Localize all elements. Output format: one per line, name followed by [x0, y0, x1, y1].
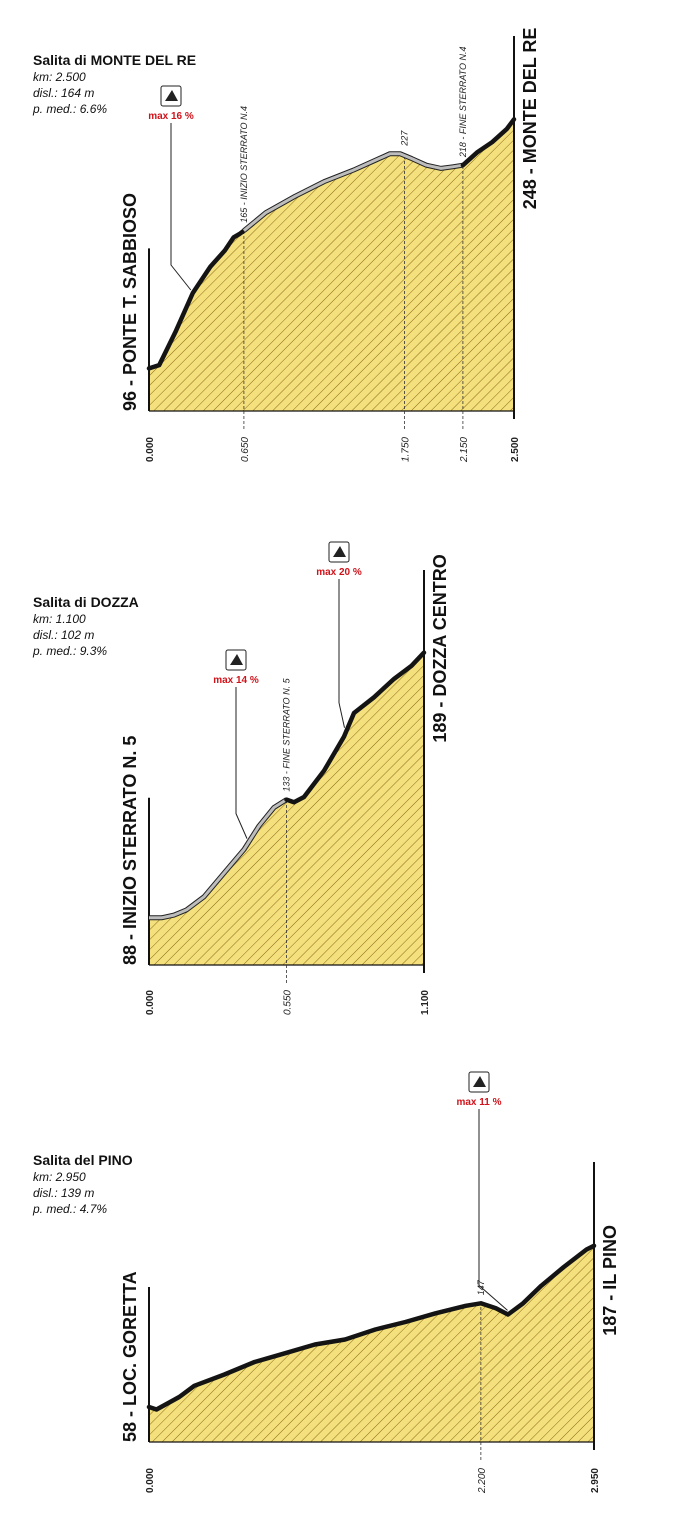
climb-info-monte-del-re: Salita di MONTE DEL RE km: 2.500 disl.: …: [33, 52, 196, 117]
x-tick-label: 0.000: [145, 1468, 156, 1493]
climb-title: Salita di MONTE DEL RE: [33, 52, 197, 68]
start-place-label: 58 - LOC. GORETTA: [120, 1271, 140, 1442]
climb-average-gradient: p. med.: 4.7%: [33, 1202, 108, 1216]
profile-line-paved: [146, 228, 247, 371]
gradient-triangle-icon: [230, 654, 243, 665]
marker-label: 218 - FINE STERRATO N.4: [458, 46, 468, 158]
x-tick-label: 2.950: [590, 1468, 601, 1493]
climb-average-gradient: p. med.: 9.3%: [33, 644, 108, 658]
elevation-area: [149, 119, 514, 412]
max-gradient-label: max 11 %: [456, 1097, 501, 1108]
climb-distance: km: 2.950: [33, 1170, 86, 1184]
climb-average-gradient: p. med.: 6.6%: [33, 102, 108, 116]
gradient-triangle-icon: [165, 90, 178, 101]
callout-leader-line: [235, 687, 248, 839]
climb-distance: km: 2.500: [33, 70, 86, 84]
elevation-profile-chart: 0.000 0.650 1.750 2.150 2.500 165 - INIZIO ST…: [120, 28, 540, 463]
profile-line-unpaved: [149, 798, 288, 920]
x-tick-label: 0.650: [240, 437, 251, 462]
x-tick-label: 0.000: [145, 990, 156, 1015]
x-tick-label: 2.200: [477, 1468, 488, 1494]
climb-elevation-gain: disl.: 139 m: [33, 1186, 95, 1200]
max-gradient-label: max 14 %: [213, 675, 259, 686]
x-tick-label: 0.000: [145, 437, 156, 462]
callout-leader-line: [338, 579, 345, 728]
x-tick-label: 0.550: [283, 990, 294, 1015]
max-gradient-callout: max 11 %: [456, 1071, 508, 1311]
end-place-label: 189 - DOZZA CENTRO: [430, 554, 450, 742]
profile-line-paved: [146, 1243, 597, 1412]
climb-elevation-gain: disl.: 164 m: [33, 86, 95, 100]
gradient-triangle-icon: [473, 1076, 486, 1087]
climb-title: Salita del PINO: [33, 1152, 133, 1168]
marker-label: 227: [400, 130, 410, 147]
profile-line-paved: [284, 650, 427, 805]
end-place-label: 187 - IL PINO: [600, 1225, 620, 1336]
max-gradient-label: max 20 %: [316, 567, 362, 578]
elevation-area: [149, 1245, 594, 1442]
max-gradient-callout: max 14 %: [213, 649, 259, 839]
max-gradient-callout: max 16 %: [148, 85, 194, 291]
gradient-triangle-icon: [333, 546, 346, 557]
profile-line-unpaved: [242, 152, 464, 232]
profile-line-paved: [460, 117, 517, 168]
climb-distance: km: 1.100: [33, 612, 86, 626]
max-gradient-callout: max 20 %: [316, 541, 362, 728]
max-gradient-label: max 16 %: [148, 111, 194, 122]
end-place-label: 248 - MONTE DEL RE: [520, 28, 540, 210]
x-tick-label: 1.750: [401, 437, 412, 462]
x-tick-label: 2.500: [510, 437, 521, 462]
climb-title: Salita di DOZZA: [33, 594, 139, 610]
x-tick-label: 1.100: [420, 990, 431, 1015]
climb-elevation-gain: disl.: 102 m: [33, 628, 95, 642]
start-place-label: 88 - INIZIO STERRATO N. 5: [120, 736, 140, 965]
marker-label: 165 - INIZIO STERRATO N.4: [239, 106, 249, 223]
climb-info-pino: Salita del PINO km: 2.950 disl.: 139 m p…: [33, 1152, 133, 1217]
callout-leader-line: [170, 123, 192, 291]
elevation-area: [149, 652, 424, 965]
elevation-profile-chart: 0.000 0.550 1.100 133 - FINE STERRATO N. 5 8…: [120, 541, 450, 1015]
climb-info-dozza: Salita di DOZZA km: 1.100 disl.: 102 m p…: [33, 594, 139, 659]
start-place-label: 96 - PONTE T. SABBIOSO: [120, 193, 140, 411]
charts-layer: 0.000 0.650 1.750 2.150 2.500 165 - INIZIO ST…: [120, 28, 620, 1494]
x-tick-label: 2.150: [459, 437, 470, 463]
callout-leader-line: [478, 1109, 508, 1311]
marker-label: 133 - FINE STERRATO N. 5: [282, 677, 292, 791]
